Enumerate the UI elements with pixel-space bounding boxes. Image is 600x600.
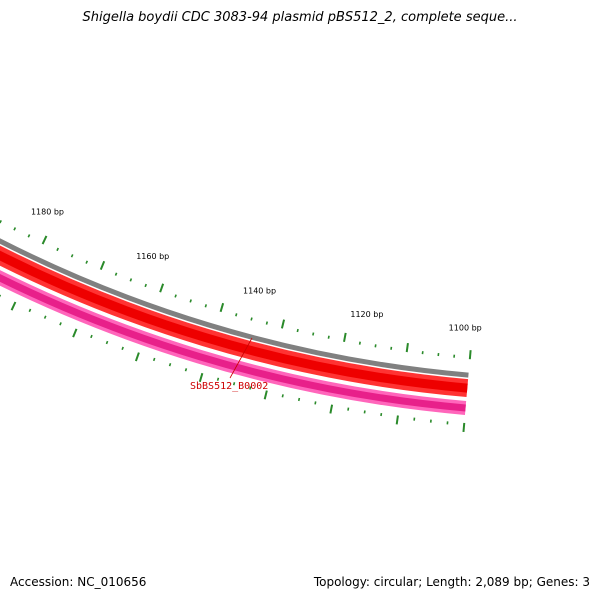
outer-tick-23 xyxy=(114,272,118,276)
outer-tick-27 xyxy=(56,247,59,252)
inner-tick-23 xyxy=(90,334,93,339)
inner-tick-15 xyxy=(216,377,220,381)
inner-tick-16 xyxy=(198,372,204,383)
inner-tick-17 xyxy=(184,368,188,372)
inner-tick-28 xyxy=(10,301,17,311)
inner-tick-21 xyxy=(121,346,124,351)
outer-tick-0 xyxy=(468,350,472,360)
inner-tick-0 xyxy=(462,422,466,432)
inner-tick-27 xyxy=(28,308,32,313)
outer-tick-15 xyxy=(235,313,238,317)
map-title: Shigella boydii CDC 3083-94 plasmid pBS5… xyxy=(82,10,518,25)
outer-tick-12 xyxy=(280,319,286,329)
inner-tick-4 xyxy=(395,415,399,425)
outer-tick-31 xyxy=(0,219,2,224)
outer-tick-13 xyxy=(265,321,269,325)
outer-tick-18 xyxy=(189,299,192,303)
outer-tick-17 xyxy=(204,304,208,308)
outer-tick-7 xyxy=(358,341,361,345)
outer-tick-21 xyxy=(144,283,147,288)
inner-tick-22 xyxy=(105,340,109,345)
inner-tick-12 xyxy=(263,390,268,400)
outer-tick-25 xyxy=(85,260,89,264)
inner-tick-20 xyxy=(134,352,140,362)
outer-tick-22 xyxy=(129,278,133,282)
inner-tick-18 xyxy=(168,363,172,367)
tick-label-1180-bp: 1180 bp xyxy=(31,208,64,217)
tick-label-1140-bp: 1140 bp xyxy=(243,286,276,295)
outer-tick-8 xyxy=(343,332,347,342)
outer-tick-19 xyxy=(174,294,177,298)
outer-tick-10 xyxy=(312,332,315,336)
tick-label-1160-bp: 1160 bp xyxy=(136,252,169,261)
topology-summary-text: Topology: circular; Length: 2,089 bp; Ge… xyxy=(313,575,590,589)
inner-tick-11 xyxy=(281,394,284,398)
inner-tick-10 xyxy=(297,397,301,402)
outer-tick-30 xyxy=(13,227,17,231)
outer-tick-26 xyxy=(70,254,74,258)
inner-tick-7 xyxy=(347,407,350,411)
outer-tick-24 xyxy=(99,260,106,271)
gene-label-sbbs512-b0002: SbBS512_B0002 xyxy=(190,381,268,392)
outer-tick-29 xyxy=(27,234,31,238)
outer-tick-28 xyxy=(41,235,48,245)
tick-label-1100-bp: 1100 bp xyxy=(449,324,482,333)
outer-tick-4 xyxy=(405,343,409,353)
inner-tick-19 xyxy=(152,357,156,362)
outer-tick-9 xyxy=(327,335,330,339)
accession-text: Accession: NC_010656 xyxy=(10,575,147,589)
gene-track-core xyxy=(0,273,466,412)
inner-tick-marks xyxy=(0,294,466,432)
inner-tick-25 xyxy=(59,322,62,326)
inner-tick-8 xyxy=(329,404,334,414)
inner-tick-9 xyxy=(314,401,317,405)
inner-tick-14 xyxy=(232,382,236,386)
outer-tick-20 xyxy=(159,283,165,293)
gene-label-leader xyxy=(229,337,253,379)
outer-tick-16 xyxy=(219,302,225,313)
inner-tick-24 xyxy=(72,328,78,338)
backbone-track xyxy=(0,238,469,378)
tick-label-1120-bp: 1120 bp xyxy=(350,310,383,319)
inner-tick-13 xyxy=(249,386,252,390)
outer-tick-14 xyxy=(250,317,253,321)
cds-track-core xyxy=(0,250,468,393)
outer-tick-marks xyxy=(0,219,472,360)
outer-tick-11 xyxy=(296,328,299,333)
inner-tick-26 xyxy=(43,315,47,319)
tick-labels: 1260 bp1240 bp1220 bp1200 bp1180 bp1160 … xyxy=(31,208,482,333)
